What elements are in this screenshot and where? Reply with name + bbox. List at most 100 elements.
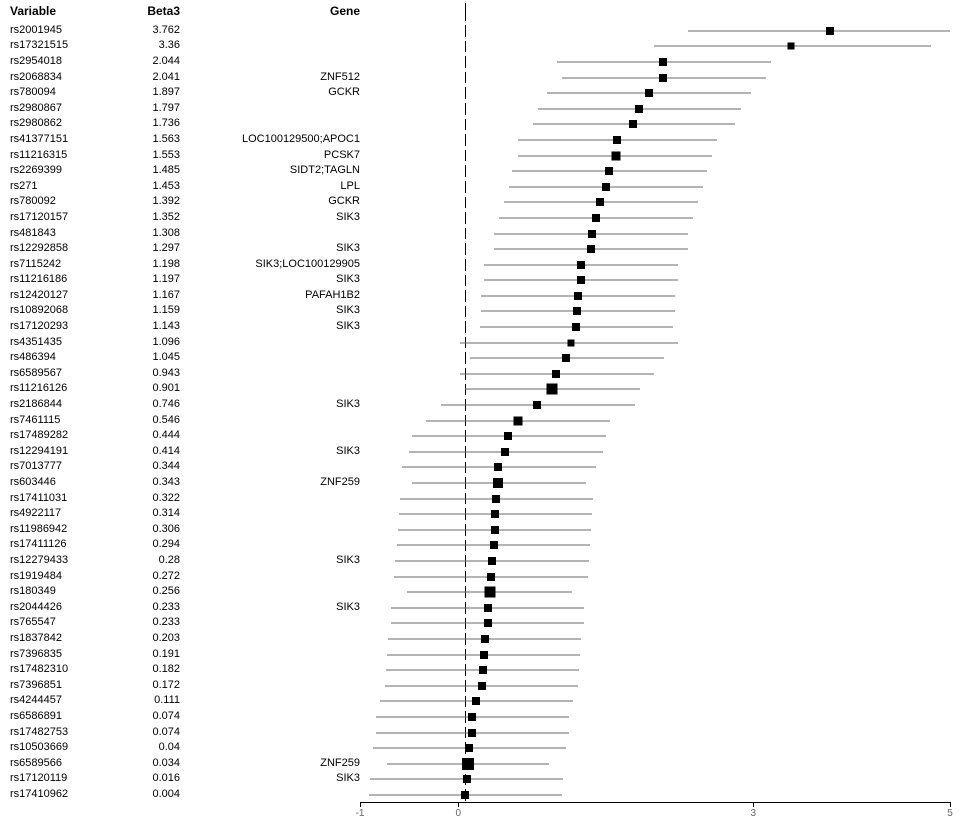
cell-beta: 0.182: [120, 663, 180, 675]
x-axis-tick-label: 5: [947, 808, 953, 819]
cell-plot: [368, 396, 950, 412]
cell-variable: rs12292858: [10, 242, 120, 254]
cell-plot: [368, 38, 950, 54]
cell-beta: 0.034: [120, 757, 180, 769]
cell-gene: SIK3: [180, 554, 368, 566]
col-header-plot: [368, 0, 950, 22]
cell-variable: rs765547: [10, 616, 120, 628]
point-estimate-marker: [592, 214, 600, 222]
cell-beta: 1.553: [120, 149, 180, 161]
cell-gene: SIDT2;TAGLN: [180, 164, 368, 176]
x-axis-tick-label: 0: [456, 808, 462, 819]
cell-variable: rs17410962: [10, 788, 120, 800]
point-estimate-marker: [484, 619, 492, 627]
zero-reference-line: [465, 134, 466, 146]
x-axis-tick: [458, 802, 459, 807]
table-row: rs413771511.563LOC100129500;APOC1: [0, 131, 960, 147]
cell-variable: rs4351435: [10, 336, 120, 348]
point-estimate-marker: [659, 74, 667, 82]
table-row: rs49221170.314: [0, 505, 960, 521]
table-row: rs112161861.197SIK3: [0, 272, 960, 288]
cell-plot: [368, 240, 950, 256]
table-row: rs174827530.074: [0, 724, 960, 740]
cell-variable: rs12294191: [10, 445, 120, 457]
cell-beta: 0.272: [120, 570, 180, 582]
table-row: rs7655470.233: [0, 615, 960, 631]
table-row: rs71152421.198SIK3;LOC100129905: [0, 256, 960, 272]
cell-beta: 0.943: [120, 367, 180, 379]
cell-variable: rs17482753: [10, 726, 120, 738]
cell-beta: 0.074: [120, 710, 180, 722]
cell-variable: rs17482310: [10, 663, 120, 675]
cell-variable: rs17120293: [10, 320, 120, 332]
cell-variable: rs7461115: [10, 414, 120, 426]
cell-plot: [368, 303, 950, 319]
cell-gene: GCKR: [180, 195, 368, 207]
table-row: rs29808621.736: [0, 116, 960, 132]
table-row: rs173215153.36: [0, 38, 960, 54]
cell-variable: rs271: [10, 180, 120, 192]
cell-beta: 0.004: [120, 788, 180, 800]
x-axis: -1035: [0, 802, 960, 826]
cell-variable: rs17489282: [10, 429, 120, 441]
point-estimate-marker: [568, 339, 575, 346]
point-estimate-marker: [488, 557, 496, 565]
cell-variable: rs2980862: [10, 117, 120, 129]
zero-reference-line: [465, 165, 466, 177]
point-estimate-marker: [605, 167, 613, 175]
cell-variable: rs2186844: [10, 398, 120, 410]
point-estimate-marker: [574, 292, 582, 300]
cell-beta: 2.041: [120, 71, 180, 83]
point-estimate-marker: [491, 510, 499, 518]
table-row: rs4863941.045: [0, 349, 960, 365]
cell-beta: 1.143: [120, 320, 180, 332]
zero-reference-line: [465, 103, 466, 115]
cell-beta: 0.074: [120, 726, 180, 738]
point-estimate-marker: [613, 136, 621, 144]
cell-beta: 0.746: [120, 398, 180, 410]
zero-reference-line: [465, 56, 466, 68]
cell-variable: rs17120119: [10, 772, 120, 784]
zero-reference-line: [465, 87, 466, 99]
point-estimate-marker: [596, 198, 604, 206]
cell-plot: [368, 755, 950, 771]
cell-gene: SIK3: [180, 211, 368, 223]
cell-plot: [368, 178, 950, 194]
cell-gene: SIK3;LOC100129905: [180, 258, 368, 270]
table-row: rs174111260.294: [0, 537, 960, 553]
cell-variable: rs6586891: [10, 710, 120, 722]
cell-plot: [368, 225, 950, 241]
cell-plot: [368, 693, 950, 709]
cell-beta: 0.306: [120, 523, 180, 535]
point-estimate-marker: [468, 729, 476, 737]
cell-plot: [368, 69, 950, 85]
table-row: rs7800921.392GCKR: [0, 194, 960, 210]
table-row: rs21868440.746SIK3: [0, 396, 960, 412]
table-row: rs20688342.041ZNF512: [0, 69, 960, 85]
cell-beta: 3.36: [120, 39, 180, 51]
table-row: rs124201271.167PAFAH1B2: [0, 287, 960, 303]
data-rows: rs20019453.762rs173215153.36rs29540182.0…: [0, 22, 960, 802]
cell-variable: rs10892068: [10, 304, 120, 316]
table-row: rs119869420.306: [0, 521, 960, 537]
cell-variable: rs2980867: [10, 102, 120, 114]
cell-variable: rs7115242: [10, 258, 120, 270]
cell-variable: rs486394: [10, 351, 120, 363]
cell-gene: SIK3: [180, 601, 368, 613]
header-row: Variable Beta3 Gene: [0, 0, 960, 22]
point-estimate-marker: [463, 775, 471, 783]
x-axis-tick: [950, 802, 951, 807]
table-row: rs43514351.096: [0, 334, 960, 350]
cell-beta: 0.314: [120, 507, 180, 519]
zero-reference-line: [465, 352, 466, 364]
zero-reference-line: [465, 25, 466, 37]
cell-plot: [368, 583, 950, 599]
cell-variable: rs10503669: [10, 741, 120, 753]
col-header-gene: Gene: [180, 4, 368, 18]
cell-beta: 1.797: [120, 102, 180, 114]
table-row: rs171202931.143SIK3: [0, 318, 960, 334]
table-row: rs6034460.343ZNF259: [0, 474, 960, 490]
cell-beta: 0.111: [120, 694, 180, 706]
zero-reference-line: [465, 290, 466, 302]
point-estimate-marker: [588, 230, 596, 238]
